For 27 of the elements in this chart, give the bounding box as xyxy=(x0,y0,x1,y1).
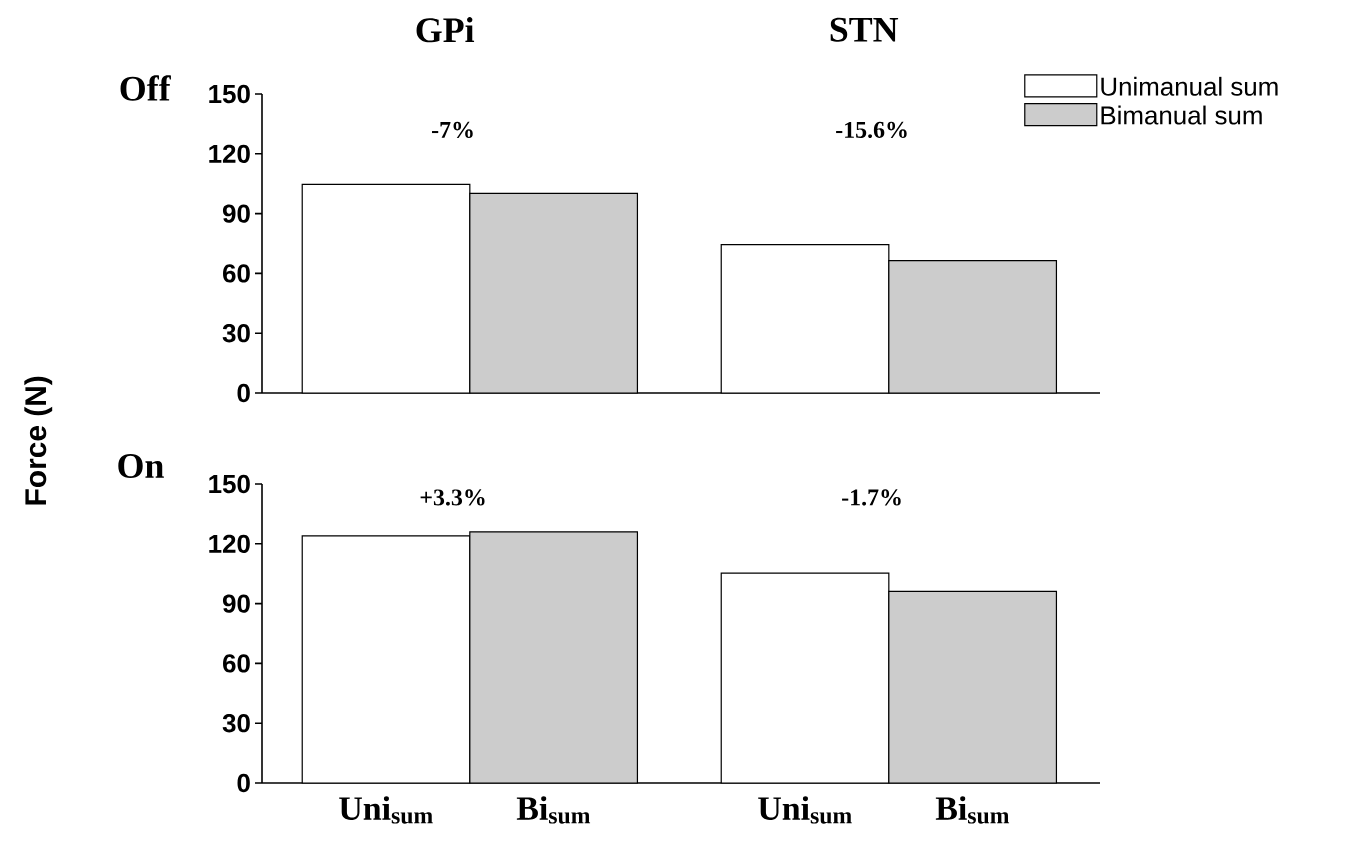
y-tick-label: 30 xyxy=(222,324,250,343)
y-tick-label: 30 xyxy=(222,714,250,733)
annotation: -15.6% xyxy=(836,121,907,139)
text: GPi xyxy=(416,17,475,43)
y-tick-label: 60 xyxy=(223,264,250,283)
chart-title: Off xyxy=(120,75,171,101)
chart-title: On xyxy=(118,454,164,479)
y-tick-label: 0 xyxy=(237,773,250,793)
y-tick-label: 120 xyxy=(209,144,250,163)
y-axis-title: Force (N) xyxy=(24,376,53,505)
y-tick-label: 0 xyxy=(237,383,250,403)
legend-label: Bimanual sum xyxy=(1101,105,1262,125)
y-tick-label: 120 xyxy=(209,534,250,553)
y-tick-label: 90 xyxy=(222,594,250,613)
y-tick-label: 150 xyxy=(209,84,250,104)
y-tick-label: 60 xyxy=(223,654,250,673)
annotation: +3.3% xyxy=(420,489,485,506)
annotation: -1.7% xyxy=(842,489,901,506)
annotation: -7% xyxy=(432,121,473,138)
text: STN xyxy=(830,17,899,42)
x-tick-label: Bi$_{sum}$ xyxy=(935,796,1010,824)
legend-label: Unimanual sum xyxy=(1101,76,1278,96)
y-tick-label: 90 xyxy=(222,204,250,223)
x-tick-label: Bi$_{sum}$ xyxy=(516,796,591,824)
y-tick-label: 150 xyxy=(209,474,250,494)
x-tick-label: Uni$_{sum}$ xyxy=(758,796,852,824)
x-tick-label: Uni$_{sum}$ xyxy=(339,796,433,824)
